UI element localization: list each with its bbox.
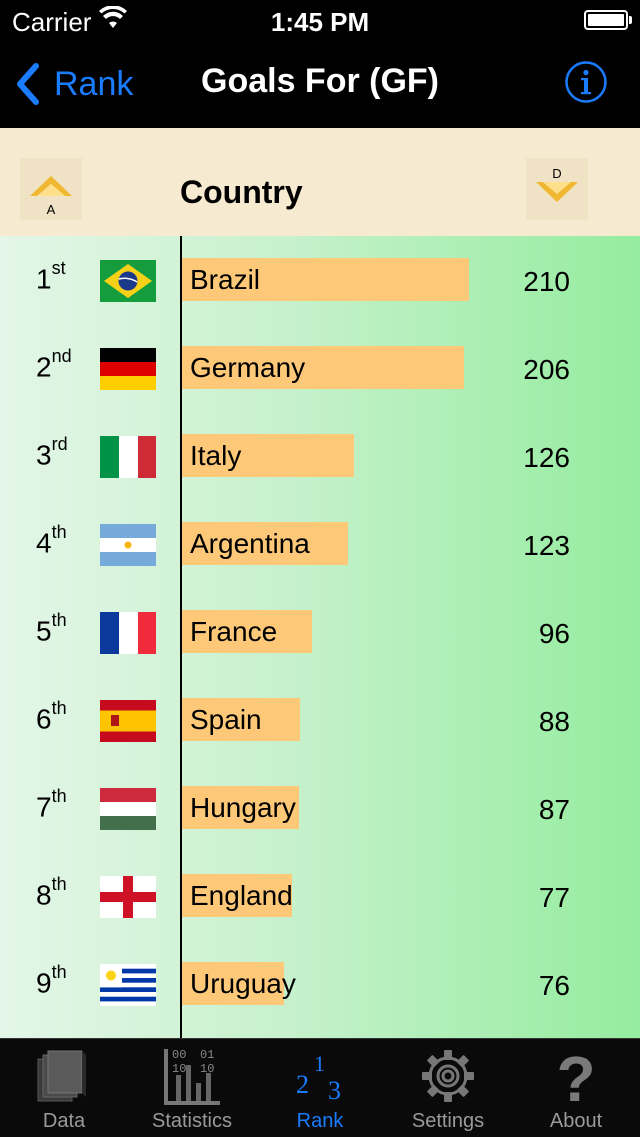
wifi-icon: [99, 6, 127, 28]
rank-label: 4th: [36, 522, 67, 559]
rank-icon-digit: 3: [328, 1076, 341, 1105]
chevron-left-icon: [17, 63, 39, 105]
goals-value: 76: [538, 970, 570, 1001]
france-flag-icon: [100, 612, 156, 654]
country-name: Argentina: [190, 528, 310, 559]
page-title: Goals For (GF): [201, 62, 439, 100]
tab-label: About: [549, 1110, 603, 1132]
value-bar: [182, 610, 312, 653]
list-item[interactable]: 7th Hungary 87: [0, 764, 640, 852]
rank-label: 6th: [36, 698, 67, 735]
goals-value: 126: [523, 442, 570, 473]
column-title: Country: [180, 174, 303, 210]
rank-label: 5th: [36, 610, 67, 647]
country-name: Hungary: [190, 792, 296, 823]
country-name: Uruguay: [190, 968, 296, 999]
ranking-list[interactable]: 1st Brazil 210 2nd Germany 206 3rd Italy: [0, 236, 640, 1038]
goals-value: 123: [523, 530, 570, 561]
sort-descending-letter: D: [552, 166, 561, 181]
goals-value: 206: [523, 354, 570, 385]
carrier-label: Carrier: [12, 7, 92, 37]
rank-label: 7th: [36, 786, 67, 823]
data-icon: [37, 1050, 86, 1102]
tab-label: Settings: [411, 1110, 485, 1132]
battery-icon: [584, 10, 632, 30]
bar-axis-line: [180, 236, 182, 1038]
value-bar: [182, 346, 464, 389]
question-mark-icon: ?: [556, 1045, 595, 1107]
value-bar: [182, 434, 354, 477]
tab-rank[interactable]: 2 1 3 Rank: [256, 1039, 384, 1137]
statistics-icon-digits: 00: [172, 1048, 186, 1062]
list-item[interactable]: 6th Spain 88: [0, 676, 640, 764]
goals-value: 96: [538, 618, 570, 649]
rank-label: 9th: [36, 962, 67, 999]
list-item[interactable]: 5th France 96: [0, 588, 640, 676]
goals-value: 87: [538, 794, 570, 825]
list-item[interactable]: 1st Brazil 210: [0, 236, 640, 324]
rank-label: 3rd: [36, 434, 68, 471]
goals-value: 88: [538, 706, 570, 737]
rank-icon: 2 1 3: [296, 1051, 341, 1105]
clock: 1:45 PM: [270, 7, 370, 37]
tab-label: Data: [42, 1110, 86, 1132]
country-name: Italy: [190, 440, 242, 471]
value-bar: [182, 962, 284, 1005]
germany-flag-icon: [100, 348, 156, 390]
value-bar: [182, 698, 300, 741]
back-button[interactable]: Rank: [14, 62, 133, 106]
tab-label: Rank: [296, 1110, 344, 1132]
statistics-icon-digits: 01: [200, 1048, 214, 1062]
goals-value: 77: [538, 882, 570, 913]
country-name: France: [190, 616, 278, 647]
back-button-label: Rank: [54, 64, 134, 103]
goals-value: 210: [523, 266, 570, 297]
arrow-down-icon: D: [536, 166, 578, 202]
sort-ascending-button[interactable]: A: [20, 158, 82, 220]
status-bar: Carrier 1:45 PM: [0, 0, 640, 40]
brazil-flag-icon: [100, 260, 156, 302]
rank-icon-digit: 1: [314, 1051, 325, 1076]
statistics-icon-digits: 10: [172, 1062, 186, 1076]
value-bar: [182, 786, 299, 829]
sort-descending-button[interactable]: D: [526, 158, 588, 220]
country-name: Germany: [190, 352, 306, 383]
hungary-flag-icon: [100, 788, 156, 830]
tab-bar: Data 00 01 10 10 Statistics 2 1 3 Rank: [0, 1038, 640, 1137]
country-name: England: [190, 880, 293, 911]
list-header: A Country D: [0, 128, 640, 236]
argentina-flag-icon: [100, 524, 156, 566]
england-flag-icon: [100, 876, 156, 918]
tab-label: Statistics: [151, 1110, 233, 1132]
value-bar: [182, 522, 348, 565]
spain-flag-icon: [100, 700, 156, 742]
info-icon[interactable]: [564, 60, 608, 104]
tab-settings[interactable]: Settings: [384, 1039, 512, 1137]
arrow-up-icon: A: [30, 176, 72, 217]
sort-ascending-letter: A: [47, 202, 56, 217]
gear-icon: [422, 1050, 474, 1102]
tab-about[interactable]: ? About: [512, 1039, 640, 1137]
tab-data[interactable]: Data: [0, 1039, 128, 1137]
value-bar: [182, 874, 292, 917]
country-name: Brazil: [190, 264, 261, 295]
navigation-bar: Rank Goals For (GF): [0, 40, 640, 128]
statistics-icon: 00 01 10 10: [164, 1048, 220, 1105]
value-bar: [182, 258, 469, 301]
question-mark-glyph: ?: [556, 1045, 595, 1107]
rank-label: 2nd: [36, 346, 72, 383]
italy-flag-icon: [100, 436, 156, 478]
list-item[interactable]: 2nd Germany 206: [0, 324, 640, 412]
list-item[interactable]: 9th Uruguay 76: [0, 940, 640, 1028]
rank-icon-digit: 2: [296, 1070, 309, 1099]
statistics-icon-digits: 10: [200, 1062, 214, 1076]
country-name: Spain: [190, 704, 262, 735]
uruguay-flag-icon: [100, 964, 156, 1006]
rank-label: 1st: [36, 258, 66, 295]
tab-statistics[interactable]: 00 01 10 10 Statistics: [128, 1039, 256, 1137]
list-item[interactable]: 3rd Italy 126: [0, 412, 640, 500]
list-item[interactable]: 4th Argentina 123: [0, 500, 640, 588]
list-item[interactable]: 8th England 77: [0, 852, 640, 940]
rank-label: 8th: [36, 874, 67, 911]
